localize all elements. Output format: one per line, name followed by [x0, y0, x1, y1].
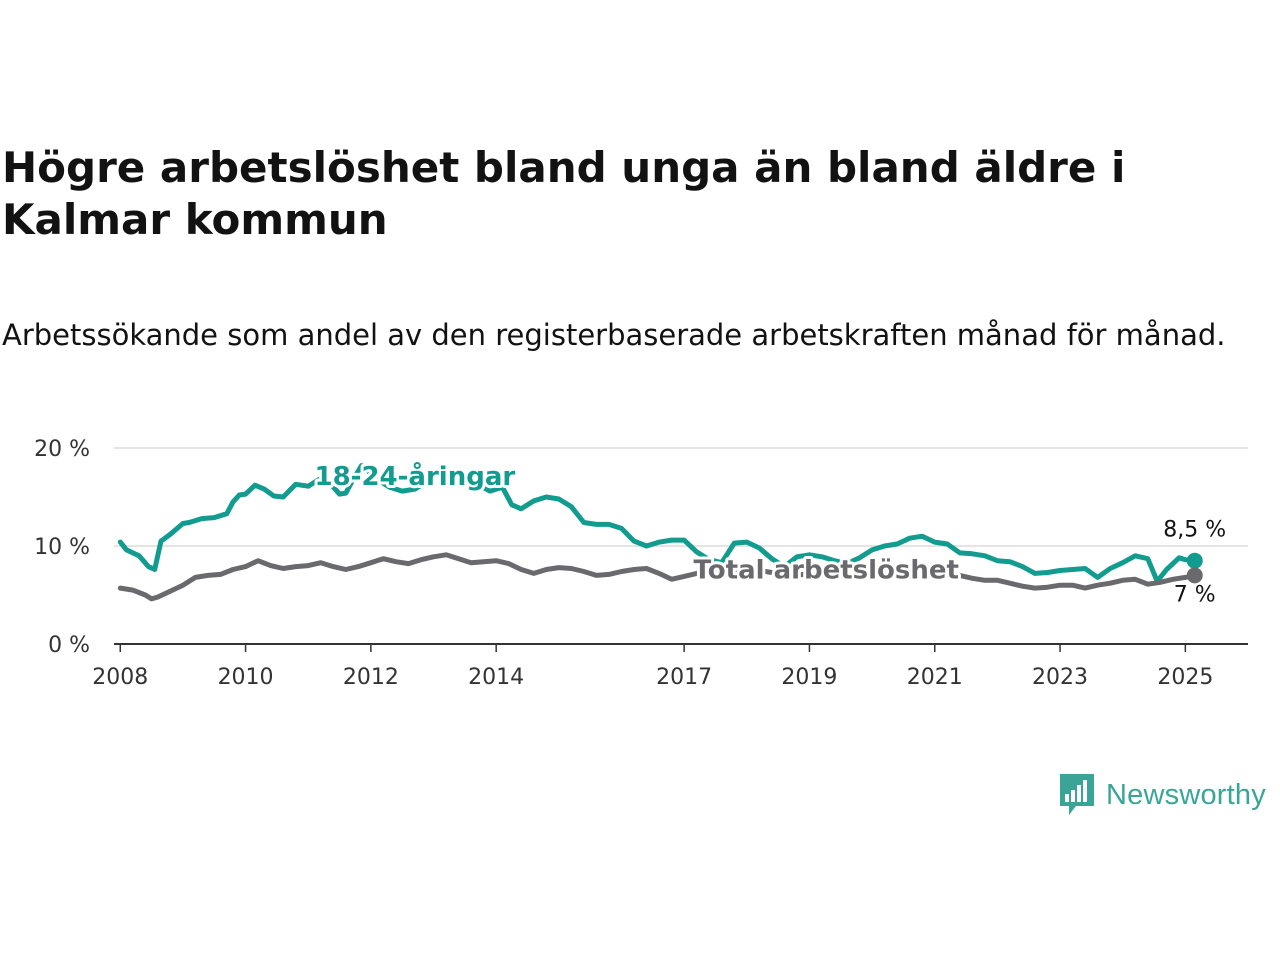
x-axis-ticks: 2008 2010 2012 2014 2017 2019 2021 2023 2025 — [92, 644, 1213, 690]
chart-subtitle: Arbetssökande som andel av den registerb… — [2, 318, 1226, 352]
chart-title: Högre arbetslöshet bland unga än bland ä… — [2, 143, 1126, 244]
x-tick-label: 2021 — [907, 665, 963, 690]
series-line-1 — [117, 552, 1198, 602]
x-tick-label: 2025 — [1157, 665, 1213, 690]
series-end-label: 8,5 % — [1163, 518, 1226, 543]
x-tick-label: 2017 — [656, 665, 712, 690]
series-name-label: Total arbetslöshet — [694, 555, 959, 585]
series-line-0 — [117, 463, 1198, 584]
brand-name: Newsworthy — [1106, 778, 1266, 811]
series-name-label: 18-24-åringar — [314, 460, 515, 492]
x-tick-label: 2010 — [218, 665, 274, 690]
line-chart: 0 % 10 % 20 % 2008 2010 2012 2014 2017 2019 2021… — [34, 437, 1248, 690]
x-tick-label: 2012 — [343, 665, 399, 690]
y-tick-label: 20 % — [34, 437, 90, 462]
series-end-point-1 — [1186, 567, 1203, 584]
series-labels: 8,5 % 18-24-åringar 7 % Total arbetslöshet — [311, 457, 1226, 607]
series-end-point-0 — [1186, 552, 1203, 569]
x-tick-label: 2014 — [468, 665, 524, 690]
y-axis-ticks: 0 % 10 % 20 % — [34, 437, 90, 658]
grid-lines — [114, 447, 1248, 645]
series-lines — [117, 463, 1203, 602]
x-tick-label: 2023 — [1032, 665, 1088, 690]
x-tick-label: 2019 — [781, 665, 837, 690]
y-tick-label: 0 % — [48, 633, 90, 658]
series-end-label: 7 % — [1174, 582, 1216, 607]
y-tick-label: 10 % — [34, 535, 90, 560]
brand-logo[interactable]: Newsworthy — [1058, 772, 1266, 818]
bar-chart-icon — [1060, 774, 1094, 815]
x-tick-label: 2008 — [92, 665, 148, 690]
